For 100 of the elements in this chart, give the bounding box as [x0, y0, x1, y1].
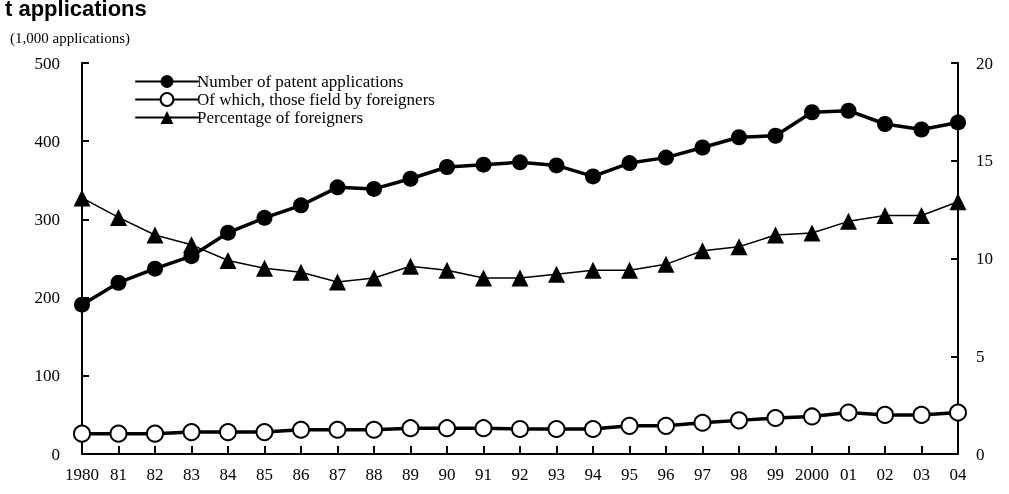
- y-tick-label: 500: [34, 53, 60, 73]
- point: [548, 157, 565, 174]
- point: [657, 416, 675, 435]
- y-axis-title: (1,000 applications): [10, 29, 130, 47]
- y-tick-label: 200: [34, 288, 60, 308]
- point: [439, 159, 455, 175]
- point: [804, 104, 820, 121]
- point: [584, 261, 602, 279]
- x-tick-label: 87: [329, 465, 347, 484]
- x-tick-label: 85: [256, 465, 273, 484]
- point: [730, 238, 748, 256]
- point: [438, 261, 456, 279]
- point: [438, 419, 456, 438]
- point: [767, 226, 784, 244]
- point: [913, 121, 930, 138]
- point: [949, 193, 967, 211]
- y-tick-label: 0: [51, 444, 60, 464]
- point: [585, 168, 601, 185]
- point: [475, 269, 492, 287]
- y-tick-label: 400: [34, 131, 60, 151]
- point: [912, 405, 931, 424]
- point: [840, 212, 857, 230]
- y-tick-label: 100: [34, 366, 60, 386]
- point: [475, 156, 492, 173]
- point: [292, 420, 310, 439]
- point: [256, 209, 273, 226]
- point: [402, 170, 419, 187]
- point: [292, 263, 310, 281]
- point: [620, 416, 639, 435]
- point: [256, 259, 273, 277]
- x-tick-label: 02: [876, 465, 894, 484]
- point: [694, 139, 711, 156]
- point: [877, 116, 893, 132]
- point: [329, 179, 346, 196]
- point: [219, 423, 237, 442]
- point: [474, 419, 493, 438]
- point: [110, 274, 127, 291]
- point: [255, 423, 274, 442]
- point: [293, 197, 309, 214]
- point: [74, 296, 90, 313]
- point: [366, 180, 382, 197]
- y2-tick-label: 10: [976, 249, 993, 268]
- point: [146, 424, 164, 443]
- point: [512, 154, 528, 171]
- point: [658, 149, 674, 166]
- x-tick-label: 97: [694, 465, 712, 484]
- point: [876, 405, 894, 424]
- point: [182, 423, 201, 442]
- legend-label: Of which, those field by foreigners: [197, 90, 435, 109]
- point: [146, 226, 164, 244]
- x-tick-label: 83: [183, 465, 200, 484]
- x-tick-label: 03: [913, 465, 930, 484]
- x-tick-label: 1980: [65, 465, 99, 484]
- point: [147, 260, 163, 277]
- point: [109, 424, 128, 443]
- x-tick-label: 91: [475, 465, 492, 484]
- point: [803, 224, 821, 242]
- x-tick-label: 04: [949, 465, 967, 484]
- point: [949, 403, 967, 422]
- x-tick-label: 92: [511, 465, 529, 484]
- legend-label: Number of patent applications: [197, 72, 404, 91]
- x-tick-label: 84: [219, 465, 237, 484]
- point: [584, 419, 602, 438]
- point: [731, 129, 747, 146]
- x-tick-label: 98: [730, 465, 748, 484]
- point: [401, 419, 420, 438]
- point: [767, 127, 784, 144]
- point: [840, 102, 857, 119]
- x-tick-label: 90: [438, 465, 456, 484]
- point: [220, 224, 236, 241]
- point: [511, 419, 529, 438]
- point: [621, 261, 638, 279]
- point: [511, 269, 529, 287]
- point: [73, 189, 91, 207]
- chart-title: t applications: [5, 0, 147, 21]
- x-tick-label: 81: [110, 465, 127, 484]
- point: [693, 413, 712, 432]
- x-tick-label: 99: [767, 465, 784, 484]
- x-tick-label: 94: [584, 465, 602, 484]
- point: [365, 269, 383, 287]
- point: [730, 411, 748, 430]
- x-tick-label: 2000: [795, 465, 829, 484]
- point: [657, 255, 675, 273]
- point: [766, 409, 785, 428]
- x-tick-label: 01: [840, 465, 857, 484]
- point: [547, 419, 566, 438]
- y2-tick-label: 15: [976, 151, 993, 171]
- point: [876, 206, 894, 224]
- point: [694, 242, 711, 260]
- x-tick-label: 96: [657, 465, 675, 484]
- point: [402, 257, 419, 275]
- x-tick-label: 95: [621, 465, 638, 484]
- point: [803, 407, 821, 426]
- point: [110, 208, 127, 226]
- point: [913, 206, 930, 224]
- x-tick-label: 89: [402, 465, 419, 484]
- point: [329, 273, 346, 291]
- y2-tick-label: 5: [976, 346, 985, 366]
- point: [950, 114, 966, 131]
- point: [839, 403, 858, 422]
